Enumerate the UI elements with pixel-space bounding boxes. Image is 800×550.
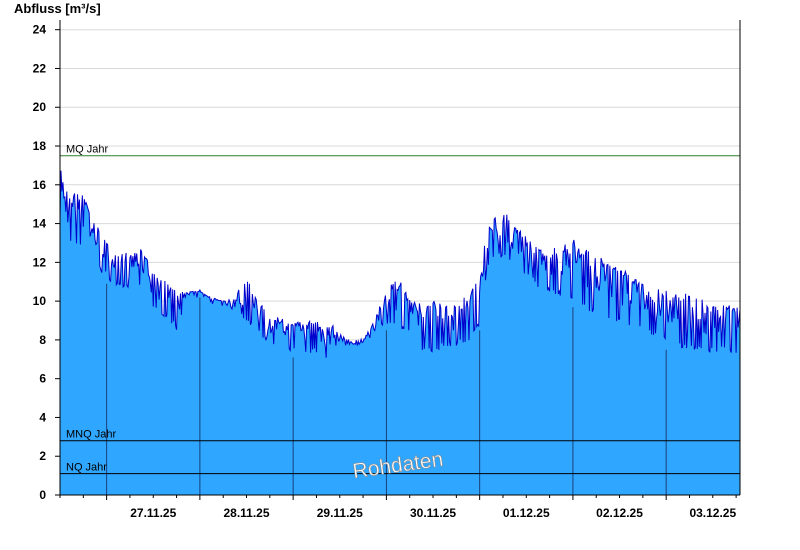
x-tick-label: 02.12.25 [596,506,643,520]
y-tick-label: 12 [33,255,47,269]
y-tick-label: 22 [33,61,47,75]
y-tick-label: 8 [39,333,46,347]
nq-jahr-label: NQ Jahr [66,462,107,474]
y-axis-title: Abfluss [m³/s] [14,1,101,16]
discharge-line [59,170,741,358]
y-tick-label: 4 [39,410,46,424]
mq-jahr-label: MQ Jahr [66,144,109,156]
x-tick-label: 03.12.25 [689,506,736,520]
x-tick-label: 28.11.25 [223,506,269,520]
area-layer [59,170,741,495]
y-tick-label: 14 [33,217,47,231]
y-tick-label: 0 [39,488,46,502]
reference-lines: MQ Jahr MNQ Jahr NQ Jahr [60,144,740,475]
x-tick-label: 29.11.25 [317,506,363,520]
x-tick-label: 01.12.25 [503,506,550,520]
x-tick-label: 30.11.25 [410,506,456,520]
mnq-jahr-label: MNQ Jahr [66,429,116,441]
y-tick-label: 2 [39,449,46,463]
x-tick-label: 27.11.25 [130,506,176,520]
y-tick-label: 20 [33,100,47,114]
y-tick-label: 6 [39,372,46,386]
y-tick-label: 24 [33,23,47,37]
y-tick-label: 16 [33,178,47,192]
y-tick-label: 10 [33,294,47,308]
discharge-area [60,170,740,495]
y-tick-label: 18 [33,139,47,153]
